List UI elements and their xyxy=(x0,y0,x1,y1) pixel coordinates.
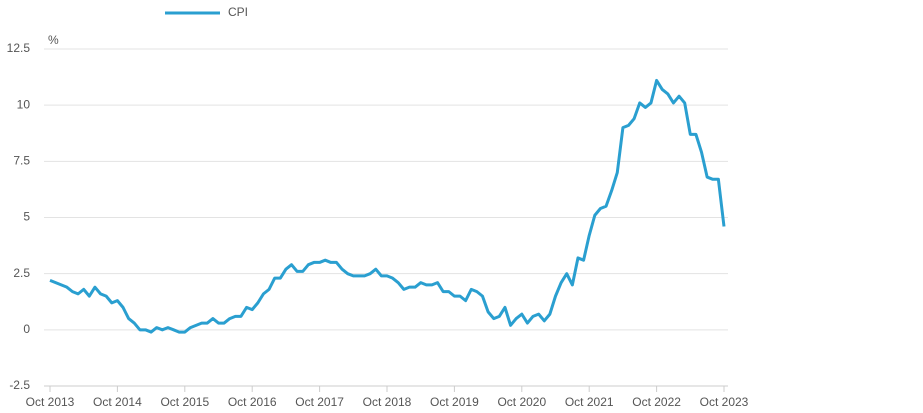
data-line xyxy=(49,78,726,334)
y-unit: % xyxy=(48,33,59,47)
x-tick-label: Oct 2013 xyxy=(26,395,75,409)
y-tick-label: 5 xyxy=(23,210,30,224)
x-tick-label: Oct 2015 xyxy=(160,395,209,409)
x-tick-label: Oct 2023 xyxy=(700,395,749,409)
y-tick-label: 2.5 xyxy=(13,266,30,280)
y-tick-label: 7.5 xyxy=(13,154,30,168)
y-tick-label: 12.5 xyxy=(7,41,31,55)
x-tick-label: Oct 2018 xyxy=(363,395,412,409)
y-tick-label: 10 xyxy=(17,97,31,111)
x-tick-label: Oct 2014 xyxy=(93,395,142,409)
x-tick-label: Oct 2019 xyxy=(430,395,479,409)
x-tick-label: Oct 2021 xyxy=(565,395,614,409)
y-tick-label: 0 xyxy=(23,322,30,336)
y-tick-label: -2.5 xyxy=(9,378,30,392)
x-tick-label: Oct 2022 xyxy=(632,395,681,409)
x-tick-label: Oct 2017 xyxy=(295,395,344,409)
x-tick-label: Oct 2016 xyxy=(228,395,277,409)
legend-label: CPI xyxy=(228,5,248,19)
x-tick-label: Oct 2020 xyxy=(497,395,546,409)
